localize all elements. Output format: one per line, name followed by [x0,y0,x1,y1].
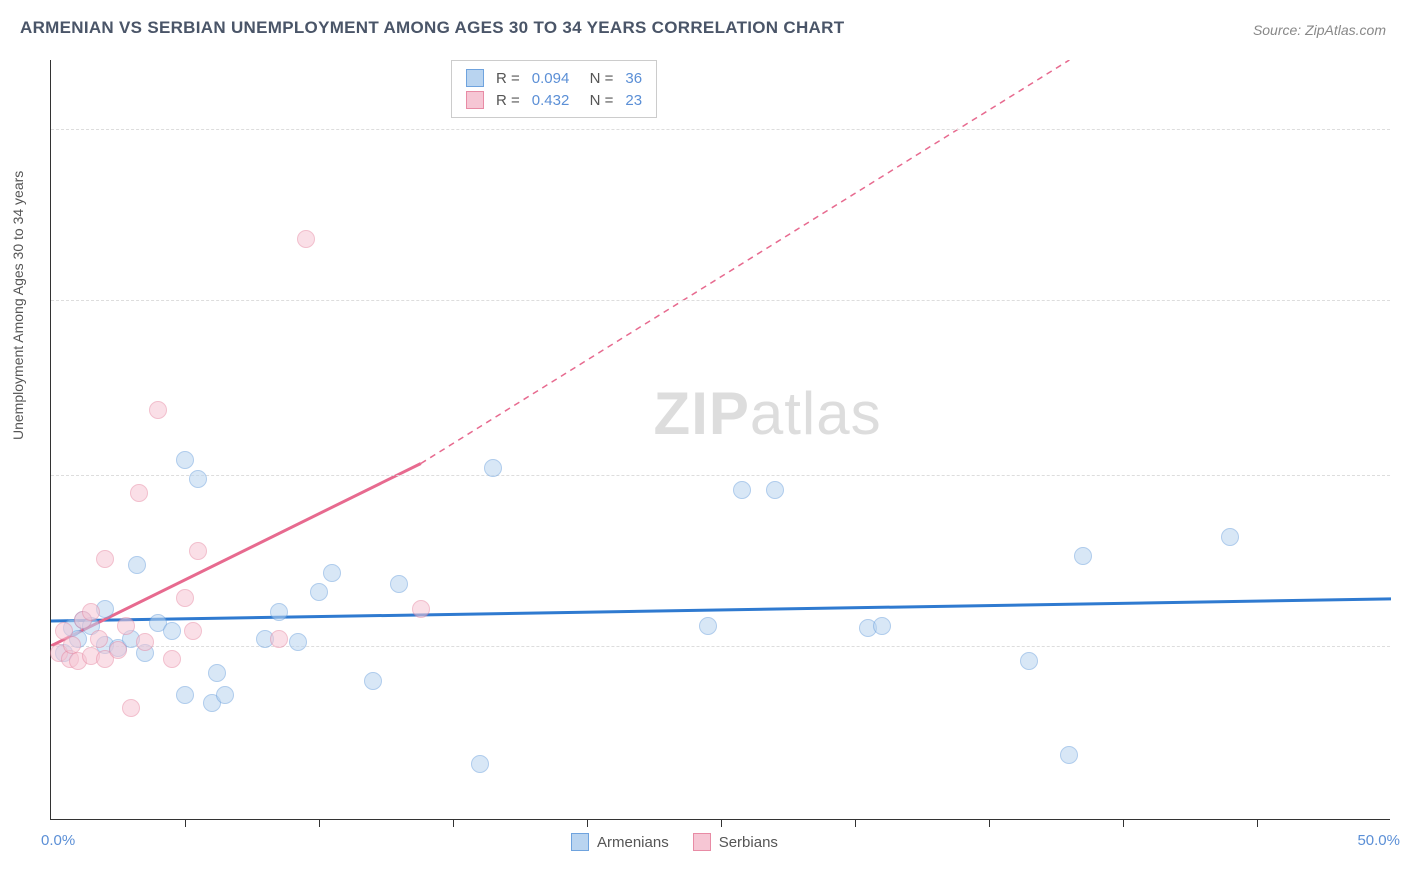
point-serbians [90,630,108,648]
point-serbians [63,636,81,654]
point-armenians [364,672,382,690]
y-tick-label: 6.3% [1395,637,1406,654]
point-serbians [130,484,148,502]
x-axis-max-label: 50.0% [1357,832,1400,849]
y-tick-label: 12.5% [1395,466,1406,483]
point-armenians [128,556,146,574]
gridline [51,475,1390,476]
point-armenians [163,622,181,640]
point-serbians [297,230,315,248]
swatch-armenians [466,69,484,87]
legend-item-serbians: Serbians [693,833,778,851]
source-attribution: Source: ZipAtlas.com [1253,22,1386,38]
point-armenians [766,481,784,499]
point-armenians [310,583,328,601]
point-serbians [176,589,194,607]
x-tick [1257,819,1258,827]
point-armenians [176,686,194,704]
stats-legend: R = 0.094 N = 36 R = 0.432 N = 23 [451,60,657,118]
watermark-light: atlas [750,380,882,447]
n-value-serbians: 23 [625,92,642,109]
chart-title: ARMENIAN VS SERBIAN UNEMPLOYMENT AMONG A… [20,18,844,38]
watermark: ZIPatlas [654,379,882,448]
x-tick [855,819,856,827]
point-serbians [163,650,181,668]
point-armenians [390,575,408,593]
point-armenians [873,617,891,635]
point-armenians [289,633,307,651]
legend-swatch-serbians [693,833,711,851]
point-serbians [117,617,135,635]
point-serbians [122,699,140,717]
swatch-serbians [466,91,484,109]
point-armenians [733,481,751,499]
point-serbians [270,630,288,648]
x-tick [319,819,320,827]
x-tick [185,819,186,827]
x-tick [453,819,454,827]
point-serbians [189,542,207,560]
plot-area: ZIPatlas R = 0.094 N = 36 R = 0.432 N = … [50,60,1390,820]
r-label: R = [496,92,520,109]
gridline [51,129,1390,130]
point-serbians [109,641,127,659]
point-armenians [189,470,207,488]
point-armenians [1020,652,1038,670]
gridline [51,300,1390,301]
stats-row-serbians: R = 0.432 N = 23 [466,89,642,111]
legend-swatch-armenians [571,833,589,851]
point-serbians [412,600,430,618]
chart-container: ARMENIAN VS SERBIAN UNEMPLOYMENT AMONG A… [0,0,1406,892]
point-armenians [208,664,226,682]
point-armenians [176,451,194,469]
x-axis-min-label: 0.0% [41,832,75,849]
stats-row-armenians: R = 0.094 N = 36 [466,67,642,89]
watermark-bold: ZIP [654,380,750,447]
point-armenians [216,686,234,704]
r-value-armenians: 0.094 [532,70,570,87]
r-value-serbians: 0.432 [532,92,570,109]
point-armenians [699,617,717,635]
point-serbians [184,622,202,640]
n-label: N = [581,92,613,109]
point-armenians [323,564,341,582]
point-armenians [484,459,502,477]
legend-label-armenians: Armenians [597,834,669,851]
x-tick [587,819,588,827]
y-axis-label: Unemployment Among Ages 30 to 34 years [10,171,26,440]
point-armenians [1060,746,1078,764]
y-tick-label: 25.0% [1395,121,1406,138]
r-label: R = [496,70,520,87]
gridline [51,646,1390,647]
y-tick-label: 18.8% [1395,292,1406,309]
point-serbians [149,401,167,419]
n-value-armenians: 36 [625,70,642,87]
point-armenians [270,603,288,621]
legend-item-armenians: Armenians [571,833,669,851]
series-legend: Armenians Serbians [571,833,778,851]
point-armenians [471,755,489,773]
point-armenians [1074,547,1092,565]
trend-lines-svg [51,60,1391,820]
trend-line [51,599,1391,621]
point-serbians [82,603,100,621]
trend-line-dashed [421,60,1070,463]
x-tick [721,819,722,827]
x-tick [1123,819,1124,827]
point-serbians [136,633,154,651]
legend-label-serbians: Serbians [719,834,778,851]
x-tick [989,819,990,827]
n-label: N = [581,70,613,87]
point-serbians [96,550,114,568]
point-armenians [1221,528,1239,546]
